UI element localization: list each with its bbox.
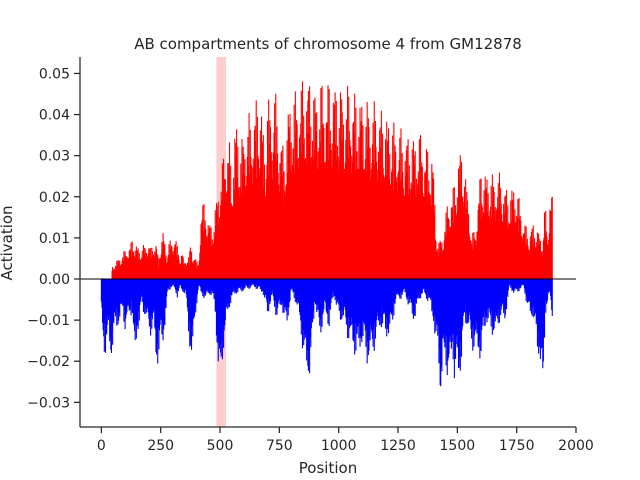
- x-ticks: 0 250 500 750 1000 1250 1500 1750 2000: [97, 427, 594, 454]
- x-tick-label-500: 500: [207, 438, 234, 454]
- x-tick-label-1500: 1500: [440, 438, 476, 454]
- x-tick-label-1250: 1250: [380, 438, 416, 454]
- x-tick-label-1750: 1750: [499, 438, 535, 454]
- x-tick-label-2000: 2000: [558, 438, 594, 454]
- y-tick-label-0: −0.03: [27, 395, 70, 411]
- y-tick-label-6: 0.03: [39, 149, 70, 165]
- chart-title: AB compartments of chromosome 4 from GM1…: [134, 35, 522, 53]
- x-tick-label-250: 250: [147, 438, 174, 454]
- plot-area: [80, 57, 576, 427]
- a-compartment-bars: [111, 81, 553, 279]
- x-axis-title: Position: [299, 459, 357, 477]
- y-tick-label-7: 0.04: [39, 108, 70, 124]
- y-tick-label-3: 0.00: [39, 272, 70, 288]
- y-tick-label-2: −0.01: [27, 313, 70, 329]
- x-tick-label-750: 750: [266, 438, 293, 454]
- axes: 0 250 500 750 1000 1250 1500 1750 2000 −0.03−0.0…: [27, 57, 594, 454]
- y-axis-title: Activation: [0, 205, 16, 280]
- y-tick-label-5: 0.02: [39, 190, 70, 206]
- x-tick-label-0: 0: [97, 438, 106, 454]
- y-tick-label-8: 0.05: [39, 66, 70, 82]
- y-tick-label-1: −0.02: [27, 354, 70, 370]
- y-tick-label-4: 0.01: [39, 231, 70, 247]
- y-ticks: −0.03 −0.02 −0.01 0.00 0.01 0.02 0.03 0.04 0.05: [27, 66, 80, 411]
- b-compartment-bars: [100, 279, 553, 387]
- x-tick-label-1000: 1000: [321, 438, 357, 454]
